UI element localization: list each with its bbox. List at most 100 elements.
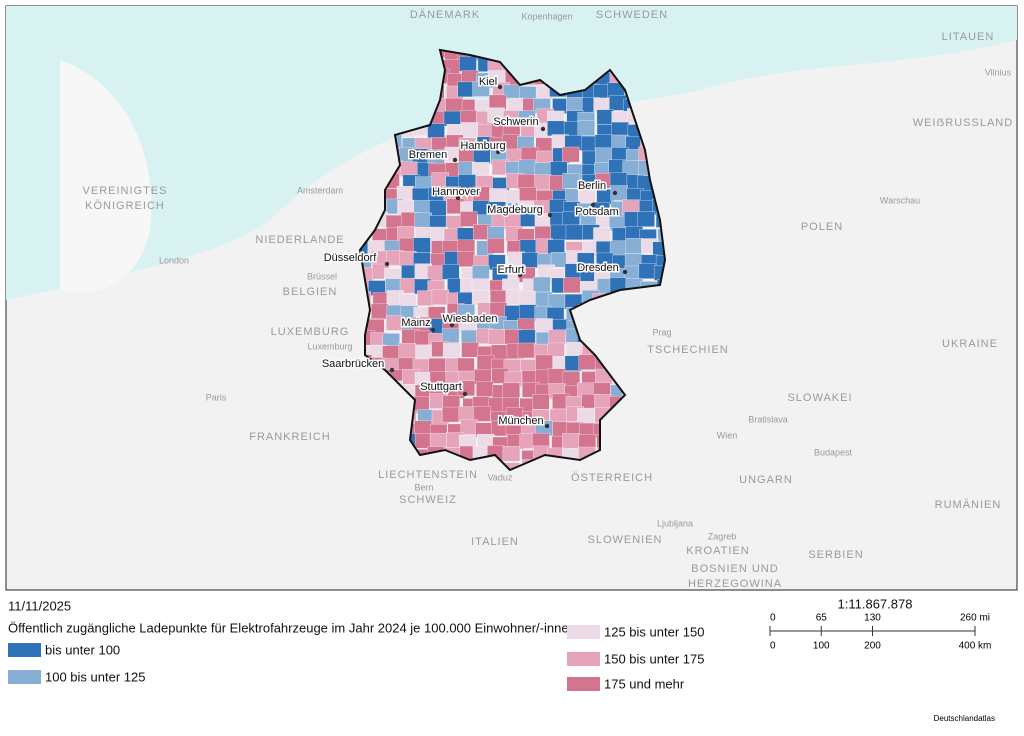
country-label: SERBIEN bbox=[808, 549, 863, 561]
city-label: Vaduz bbox=[488, 472, 513, 482]
district bbox=[594, 134, 613, 150]
district bbox=[442, 406, 460, 423]
district bbox=[535, 137, 553, 153]
country-label: UNGARN bbox=[739, 474, 793, 486]
legend-swatch bbox=[567, 625, 600, 639]
city-dot bbox=[452, 157, 458, 163]
city-label: Magdeburg bbox=[487, 204, 543, 216]
city-dot bbox=[547, 212, 553, 218]
country-label: KÖNIGREICH bbox=[85, 200, 165, 212]
city-label: Mainz bbox=[401, 317, 430, 329]
city-label: Ljubljana bbox=[657, 518, 693, 528]
city-label: Potsdam bbox=[575, 206, 618, 218]
district bbox=[472, 265, 490, 281]
district bbox=[547, 368, 566, 384]
legend-title: Öffentlich zugängliche Ladepunkte für El… bbox=[8, 620, 576, 635]
city-label: Hamburg bbox=[460, 140, 505, 152]
scale-label: 100 bbox=[813, 641, 830, 652]
district bbox=[593, 227, 611, 243]
district bbox=[427, 265, 445, 281]
legend-swatch bbox=[8, 643, 41, 657]
district bbox=[521, 252, 540, 268]
district bbox=[547, 120, 565, 137]
district bbox=[548, 329, 566, 345]
district bbox=[429, 200, 447, 216]
city-label: Schwerin bbox=[493, 116, 538, 128]
district bbox=[400, 161, 418, 177]
district bbox=[414, 433, 433, 449]
city-dot bbox=[449, 322, 455, 328]
scale-ratio: 1:11.867.878 bbox=[838, 596, 913, 611]
city-label: Hannover bbox=[432, 186, 480, 198]
city-label: Budapest bbox=[814, 447, 853, 457]
district bbox=[429, 432, 448, 449]
district bbox=[562, 146, 580, 163]
credit: Deutschlandatlas bbox=[934, 714, 995, 723]
city-dot bbox=[590, 202, 596, 208]
city-dot bbox=[517, 272, 523, 278]
district bbox=[442, 342, 461, 358]
country-label: LITAUEN bbox=[942, 31, 995, 43]
country-label: LIECHTENSTEIN bbox=[378, 469, 478, 481]
country-label: ITALIEN bbox=[471, 536, 519, 548]
legend-label: bis unter 100 bbox=[45, 642, 120, 657]
district bbox=[517, 174, 536, 190]
district bbox=[415, 344, 433, 360]
district bbox=[532, 394, 550, 410]
city-label: Kiel bbox=[479, 76, 497, 88]
district bbox=[502, 446, 521, 462]
city-label: Vilnius bbox=[985, 67, 1012, 77]
district bbox=[398, 342, 416, 359]
scale-label: 200 bbox=[864, 641, 881, 652]
city-label: Wien bbox=[717, 430, 738, 440]
city-dot bbox=[622, 269, 628, 275]
district bbox=[458, 406, 476, 422]
city-label: Zagreb bbox=[708, 531, 737, 541]
city-label: Berlin bbox=[578, 180, 606, 192]
district bbox=[461, 342, 479, 358]
scale-label: 65 bbox=[816, 613, 828, 624]
district bbox=[518, 290, 536, 307]
district bbox=[577, 407, 595, 424]
district bbox=[625, 238, 643, 254]
city-label: Brüssel bbox=[307, 271, 337, 281]
city-label: Paris bbox=[206, 392, 227, 402]
country-label: WEIẞRUSSLAND bbox=[913, 117, 1013, 129]
district bbox=[443, 110, 462, 127]
district bbox=[578, 354, 596, 370]
city-dot bbox=[544, 423, 550, 429]
district bbox=[460, 211, 478, 227]
country-label: DÄNEMARK bbox=[410, 9, 480, 21]
city-dot bbox=[612, 190, 618, 196]
country-label: UKRAINE bbox=[942, 338, 998, 350]
city-label: Prag bbox=[652, 327, 671, 337]
city-dot bbox=[497, 84, 503, 90]
country-label: SCHWEIZ bbox=[399, 494, 457, 506]
country-label: ÖSTERREICH bbox=[571, 472, 653, 484]
district bbox=[487, 238, 505, 254]
district bbox=[472, 81, 490, 97]
country-label: POLEN bbox=[801, 221, 843, 233]
district bbox=[519, 187, 537, 203]
district bbox=[413, 237, 431, 253]
district bbox=[638, 263, 657, 279]
city-label: Düsseldorf bbox=[324, 252, 378, 264]
city-label: Dresden bbox=[577, 262, 619, 274]
district bbox=[431, 289, 450, 305]
country-label: SLOWAKEI bbox=[787, 392, 852, 404]
scale-label: 130 bbox=[864, 613, 881, 624]
district bbox=[596, 109, 615, 125]
district bbox=[637, 211, 655, 227]
district bbox=[502, 382, 520, 399]
scale-label: 400 km bbox=[959, 641, 992, 652]
city-label: Kopenhagen bbox=[521, 11, 572, 21]
district bbox=[534, 174, 552, 190]
country-label: FRANKREICH bbox=[249, 431, 331, 443]
country-label: TSCHECHIEN bbox=[647, 344, 729, 356]
district bbox=[460, 419, 478, 435]
city-label: Bremen bbox=[409, 149, 448, 161]
district bbox=[518, 159, 536, 176]
district bbox=[489, 188, 507, 204]
city-dot bbox=[462, 391, 468, 397]
